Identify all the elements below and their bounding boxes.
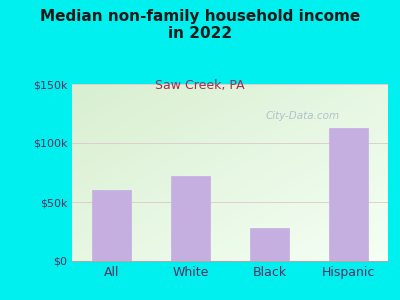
Bar: [250, 228, 289, 261]
Text: Median non-family household income
in 2022: Median non-family household income in 20…: [40, 9, 360, 41]
Bar: [329, 128, 368, 261]
Text: City-Data.com: City-Data.com: [266, 111, 340, 121]
Bar: [92, 190, 131, 261]
Text: Saw Creek, PA: Saw Creek, PA: [155, 80, 245, 92]
Bar: [171, 176, 210, 261]
